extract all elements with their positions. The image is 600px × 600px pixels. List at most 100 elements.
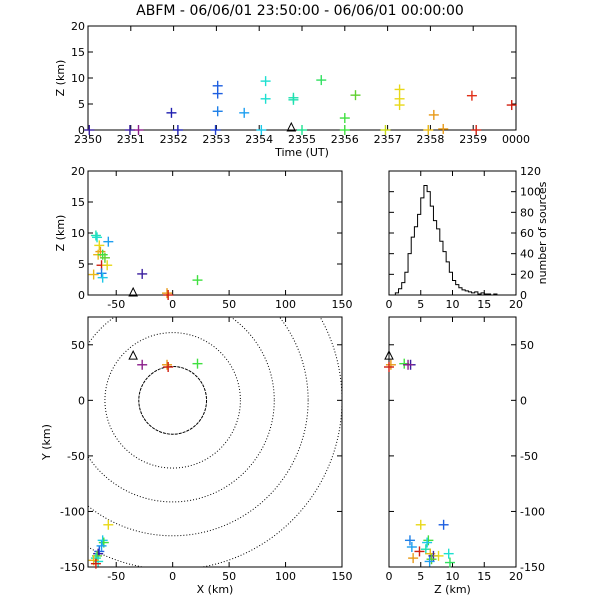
z-axis-bottom-label: 20 xyxy=(509,570,523,583)
time-axis-label: 2352 xyxy=(160,133,188,146)
y-axis-bottom-label: -150 xyxy=(60,561,85,574)
histogram-x-axis-label: 0 xyxy=(386,298,393,311)
figure-title: ABFM - 06/06/01 23:50:00 - 06/06/01 00:0… xyxy=(136,3,464,19)
source-point xyxy=(426,554,437,565)
histogram-y-axis-label: 20 xyxy=(520,268,534,281)
source-point xyxy=(443,548,454,559)
source-point xyxy=(506,100,517,111)
x-z-frame xyxy=(87,170,343,296)
source-point xyxy=(256,125,267,135)
y-axis-right-panel-label: -150 xyxy=(520,561,545,574)
source-point xyxy=(192,358,203,369)
source-point xyxy=(297,125,307,135)
source-point xyxy=(339,125,350,135)
histogram-y-axis-label: 40 xyxy=(520,248,534,261)
source-point xyxy=(438,123,449,134)
histogram-y-axis-label: 120 xyxy=(520,165,541,178)
z-axis-top-label: 10 xyxy=(71,72,85,85)
y-axis-right-panel-label: -50 xyxy=(520,450,538,463)
source-point xyxy=(103,236,114,247)
z-axis-mid-label: 5 xyxy=(78,258,85,271)
source-point xyxy=(162,288,173,299)
histogram-y-axis-label: 80 xyxy=(520,206,534,219)
source-point xyxy=(408,553,419,564)
z-axis-mid-label: 20 xyxy=(71,165,85,178)
histogram-x-axis-label: 20 xyxy=(509,298,523,311)
z-axis-mid-label: 10 xyxy=(71,227,85,240)
histogram-y-axis-label: 0 xyxy=(520,289,527,302)
source-point xyxy=(422,537,433,548)
z-axis-title-top: Z (km) xyxy=(54,60,67,97)
source-point xyxy=(124,125,135,135)
time-axis-label: 2354 xyxy=(245,133,273,146)
source-point xyxy=(192,275,203,286)
x-axis-mid-label: 0 xyxy=(169,298,176,311)
time-axis-label: 2357 xyxy=(374,133,402,146)
source-point xyxy=(84,125,95,135)
source-point xyxy=(316,75,327,86)
z-axis-title-mid: Z (km) xyxy=(54,215,67,252)
z-axis-bottom-label: 0 xyxy=(386,570,393,583)
x-axis-mid-label: 100 xyxy=(275,298,296,311)
y-axis-bottom-label: 50 xyxy=(71,339,85,352)
source-point xyxy=(438,519,449,530)
y-axis-right-panel-label: 0 xyxy=(520,394,527,407)
source-point xyxy=(212,88,223,99)
source-point xyxy=(384,362,394,372)
x-axis-bottom-label: 0 xyxy=(169,570,176,583)
source-point xyxy=(394,84,405,95)
source-point xyxy=(97,272,108,283)
y-axis-title: Y (km) xyxy=(40,424,53,461)
z-axis-top-label: 15 xyxy=(71,46,85,59)
histogram-y-title: number of sources xyxy=(536,181,549,284)
station-marker xyxy=(128,349,138,360)
x-axis-mid-label: 50 xyxy=(222,298,236,311)
y-axis-bottom-label: 0 xyxy=(78,394,85,407)
z-axis-top-label: 5 xyxy=(78,98,85,111)
source-point xyxy=(96,268,107,279)
x-axis-mid-label: -50 xyxy=(107,298,125,311)
source-point xyxy=(94,546,105,557)
source-point xyxy=(96,540,107,551)
source-point xyxy=(88,269,99,280)
source-point xyxy=(133,125,144,135)
plan-view-frame xyxy=(87,316,343,568)
source-point xyxy=(423,125,434,135)
histogram-y-axis-label: 100 xyxy=(520,186,541,199)
z-axis-bottom-label: 15 xyxy=(477,570,491,583)
histogram-x-axis-label: 10 xyxy=(446,298,460,311)
y-axis-bottom-label: -50 xyxy=(67,450,85,463)
range-ring xyxy=(138,365,208,435)
source-point xyxy=(166,107,177,118)
station-marker xyxy=(384,349,394,360)
x-axis-bottom-label: 50 xyxy=(222,570,236,583)
source-point xyxy=(163,362,174,372)
x-axis-bottom-label: -50 xyxy=(107,570,125,583)
source-point xyxy=(90,558,101,569)
source-point xyxy=(260,76,271,87)
z-axis-top-label: 20 xyxy=(71,20,85,33)
source-point xyxy=(385,359,396,370)
source-point xyxy=(403,359,414,370)
source-point xyxy=(99,252,110,263)
source-point xyxy=(94,240,105,251)
station-marker xyxy=(128,286,138,297)
source-point xyxy=(424,556,435,567)
histogram-x-axis-label: 5 xyxy=(417,298,424,311)
histogram-y-axis-label: 60 xyxy=(520,227,534,240)
time-axis-label: 2359 xyxy=(459,133,487,146)
range-ring xyxy=(88,317,342,567)
source-point xyxy=(103,519,114,530)
z-axis-title-bottom: Z (km) xyxy=(434,583,471,596)
source-point xyxy=(394,100,405,111)
z-axis-mid-label: 0 xyxy=(78,289,85,302)
source-point xyxy=(350,90,361,101)
source-point xyxy=(163,290,174,300)
source-point xyxy=(339,113,350,124)
histogram-step-line xyxy=(389,184,516,296)
time-axis-title: Time (UT) xyxy=(274,146,329,159)
y-axis-right-panel-label: -100 xyxy=(520,505,545,518)
source-point xyxy=(466,90,477,101)
source-point xyxy=(137,268,148,279)
